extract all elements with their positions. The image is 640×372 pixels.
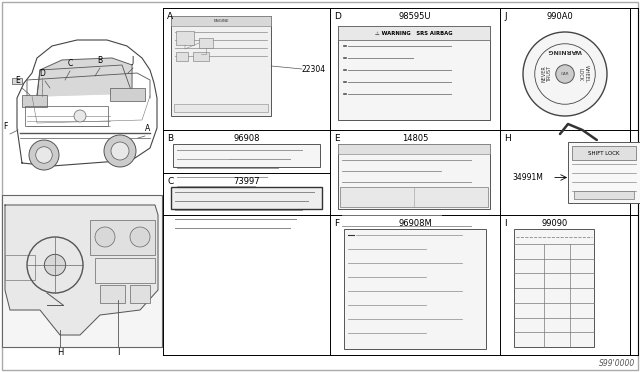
Text: NEVER
TRUST: NEVER TRUST (541, 65, 552, 82)
Bar (12, 78, 22, 84)
Bar (90, 220, 155, 255)
Text: B: B (97, 55, 102, 64)
Text: 34991M: 34991M (512, 173, 543, 182)
Text: ⚠ WARNING   SRS AIRBAG: ⚠ WARNING SRS AIRBAG (375, 31, 453, 35)
Circle shape (111, 142, 129, 160)
Polygon shape (37, 65, 132, 96)
Circle shape (44, 254, 66, 276)
Bar (100, 285, 125, 303)
Bar (25, 106, 108, 126)
Bar (173, 144, 320, 167)
Text: D: D (334, 12, 341, 21)
Bar (130, 285, 150, 303)
Text: E: E (334, 134, 340, 143)
Text: B: B (167, 134, 173, 143)
Bar (22, 95, 47, 107)
Bar (171, 186, 322, 209)
Text: ENGINE: ENGINE (213, 19, 229, 23)
Text: F: F (3, 122, 7, 131)
Text: WHEEL
LOCK: WHEEL LOCK (578, 65, 589, 83)
Text: J: J (504, 12, 507, 21)
Bar (95, 258, 155, 283)
Polygon shape (37, 58, 132, 96)
Text: 96908M: 96908M (398, 219, 432, 228)
Text: CAR: CAR (561, 72, 570, 76)
Bar (340, 187, 488, 207)
Bar (338, 144, 490, 209)
Text: 990A0: 990A0 (547, 12, 573, 21)
Text: 96908: 96908 (233, 134, 260, 143)
Text: H: H (504, 134, 511, 143)
Text: F: F (334, 219, 339, 228)
Bar (2, 195, 162, 347)
Text: 73997: 73997 (233, 176, 260, 186)
Bar (574, 191, 634, 199)
Text: C: C (67, 58, 72, 67)
Circle shape (130, 227, 150, 247)
Bar (199, 38, 213, 48)
Bar (338, 144, 490, 154)
Bar (338, 26, 490, 40)
Bar (514, 229, 594, 347)
Text: D: D (39, 68, 45, 77)
Text: 22304: 22304 (302, 64, 326, 74)
Circle shape (29, 140, 59, 170)
Text: A: A (145, 124, 150, 132)
Text: 98595U: 98595U (399, 12, 431, 21)
Bar (193, 52, 209, 61)
Circle shape (556, 65, 574, 83)
Bar (344, 229, 486, 349)
Circle shape (74, 110, 86, 122)
Bar (572, 146, 636, 160)
Text: H: H (57, 348, 63, 357)
Bar (110, 88, 145, 101)
Bar (5, 255, 35, 280)
Polygon shape (5, 205, 158, 335)
Bar (171, 16, 271, 116)
Text: S99'0000: S99'0000 (599, 359, 635, 368)
Bar (568, 142, 640, 203)
Bar (171, 16, 271, 26)
Circle shape (104, 135, 136, 167)
Bar (338, 26, 490, 120)
Text: I: I (116, 348, 119, 357)
Text: C: C (167, 176, 173, 186)
Text: 99090: 99090 (542, 219, 568, 228)
Circle shape (36, 147, 52, 163)
Text: A: A (167, 12, 173, 21)
Text: I: I (504, 219, 507, 228)
Text: SHIFT LOCK: SHIFT LOCK (588, 151, 620, 155)
Bar (176, 31, 194, 45)
Text: WARNING: WARNING (548, 48, 582, 54)
Text: 14805: 14805 (402, 134, 428, 143)
Bar (176, 52, 188, 61)
Text: E: E (15, 76, 20, 84)
Bar (174, 104, 268, 112)
Circle shape (95, 227, 115, 247)
Circle shape (523, 32, 607, 116)
Text: J: J (132, 55, 134, 64)
